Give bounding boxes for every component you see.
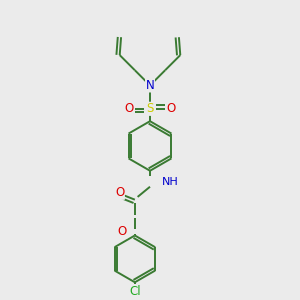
Text: Cl: Cl xyxy=(129,285,141,298)
Text: O: O xyxy=(115,186,124,199)
Text: O: O xyxy=(118,225,127,238)
Text: O: O xyxy=(166,102,175,115)
Text: S: S xyxy=(146,102,154,115)
Text: O: O xyxy=(125,102,134,115)
Text: NH: NH xyxy=(162,177,178,187)
Text: N: N xyxy=(146,79,154,92)
